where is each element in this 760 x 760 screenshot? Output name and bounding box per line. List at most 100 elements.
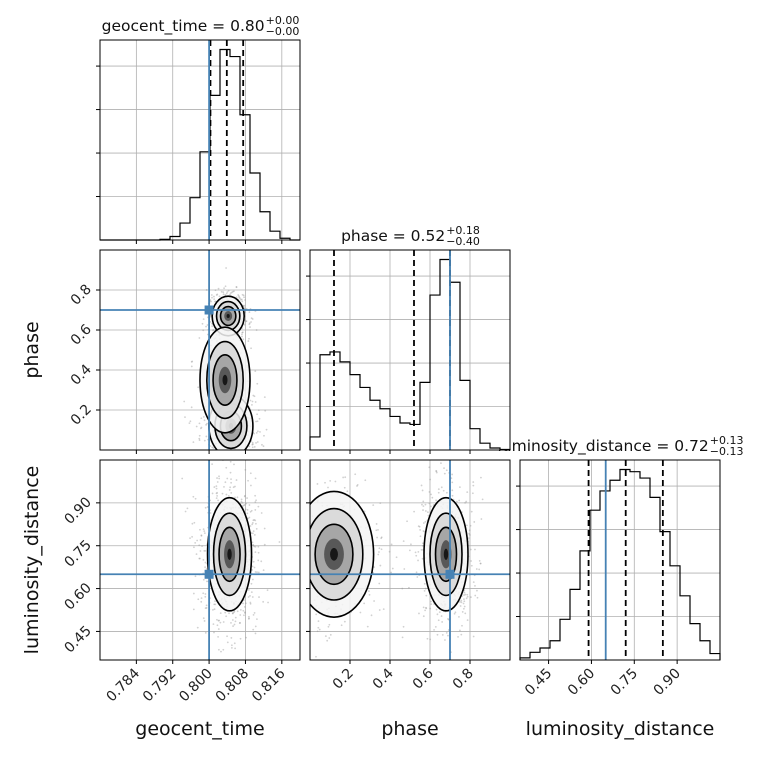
- x-tick-label: 0.2: [330, 666, 357, 693]
- scatter-point: [436, 613, 439, 616]
- scatter-point: [248, 617, 250, 620]
- scatter-point: [200, 597, 203, 600]
- scatter-point: [376, 536, 378, 539]
- scatter-point: [320, 452, 322, 454]
- scatter-point: [463, 600, 466, 603]
- scatter-point: [215, 458, 217, 460]
- scatter-point: [442, 489, 445, 492]
- scatter-point: [251, 523, 254, 526]
- scatter-point: [421, 557, 424, 560]
- scatter-point: [460, 633, 463, 636]
- scatter-point: [225, 615, 228, 618]
- scatter-point: [249, 601, 252, 604]
- scatter-point: [479, 562, 482, 565]
- scatter-point: [466, 491, 469, 494]
- title-main: geocent_time = 0.80: [102, 17, 265, 36]
- scatter-point: [264, 409, 267, 412]
- scatter-point: [236, 496, 239, 499]
- scatter-point: [217, 454, 219, 456]
- scatter-point: [215, 485, 218, 488]
- scatter-point: [210, 300, 212, 303]
- y-tick-label: 0.60: [61, 580, 94, 613]
- scatter-point: [256, 420, 259, 423]
- scatter-point: [243, 504, 246, 506]
- scatter-point: [198, 337, 201, 339]
- scatter-point: [241, 331, 244, 334]
- scatter-point: [402, 625, 405, 628]
- scatter-point: [244, 612, 246, 614]
- scatter-point: [460, 601, 463, 604]
- scatter-point: [479, 562, 482, 565]
- scatter-point: [458, 615, 460, 618]
- scatter-point: [225, 466, 228, 469]
- scatter-point: [230, 478, 232, 481]
- scatter-point: [302, 442, 304, 444]
- scatter-point: [212, 329, 214, 332]
- y-tick-label: 0.8: [68, 282, 95, 309]
- scatter-point: [451, 473, 454, 476]
- scatter-point: [198, 557, 201, 560]
- scatter-point: [444, 639, 446, 641]
- scatter-point: [215, 487, 218, 490]
- scatter-point: [256, 618, 258, 621]
- scatter-point: [213, 631, 215, 634]
- scatter-point: [459, 629, 461, 632]
- scatter-point: [229, 460, 232, 463]
- scatter-point: [458, 486, 461, 489]
- scatter-point: [229, 471, 232, 474]
- scatter-point: [236, 610, 239, 613]
- x-tick-label: 0.75: [608, 666, 641, 699]
- scatter-point: [378, 609, 381, 611]
- scatter-point: [230, 481, 233, 484]
- scatter-point: [231, 290, 234, 293]
- scatter-point: [206, 580, 208, 583]
- scatter-point: [192, 608, 195, 611]
- scatter-point: [212, 329, 215, 331]
- scatter-point: [227, 495, 230, 497]
- scatter-point: [212, 623, 215, 625]
- scatter-point: [232, 625, 234, 627]
- scatter-point: [433, 628, 435, 631]
- scatter-point: [224, 481, 227, 484]
- scatter-point: [343, 486, 346, 489]
- scatter-point: [466, 619, 469, 622]
- scatter-point: [205, 607, 208, 609]
- scatter-point: [205, 289, 208, 291]
- scatter-point: [248, 337, 250, 340]
- scatter-point: [356, 485, 358, 487]
- scatter-point: [419, 529, 422, 531]
- scatter-point: [254, 522, 257, 525]
- scatter-point: [278, 541, 281, 543]
- contour-level-4: [222, 374, 228, 386]
- scatter-point: [242, 294, 245, 297]
- scatter-point: [445, 491, 448, 494]
- scatter-point: [238, 296, 241, 299]
- scatter-point: [212, 447, 215, 449]
- scatter-point: [202, 329, 205, 332]
- scatter-point: [191, 522, 194, 525]
- histogram-phase: [309, 258, 511, 451]
- density-contours: [206, 496, 253, 612]
- contour-level-4: [330, 548, 338, 561]
- scatter-point: [422, 509, 424, 511]
- scatter-point: [193, 521, 196, 524]
- scatter-point: [424, 503, 427, 506]
- scatter-point: [429, 638, 432, 641]
- scatter-point: [183, 400, 186, 403]
- scatter-point: [250, 582, 253, 585]
- scatter-point: [466, 455, 468, 457]
- scatter-point: [251, 443, 254, 446]
- scatter-point: [247, 517, 250, 520]
- scatter-point: [375, 523, 378, 525]
- scatter-point: [196, 539, 199, 542]
- scatter-point: [223, 287, 225, 290]
- contour-level-4: [226, 314, 230, 318]
- scatter-point: [250, 347, 252, 350]
- scatter-point: [197, 598, 200, 601]
- scatter-point: [199, 427, 202, 430]
- scatter-point: [233, 290, 235, 293]
- scatter-point: [239, 298, 242, 301]
- contour-level-4: [443, 548, 449, 560]
- scatter-point: [198, 434, 201, 437]
- scatter-point: [251, 318, 254, 320]
